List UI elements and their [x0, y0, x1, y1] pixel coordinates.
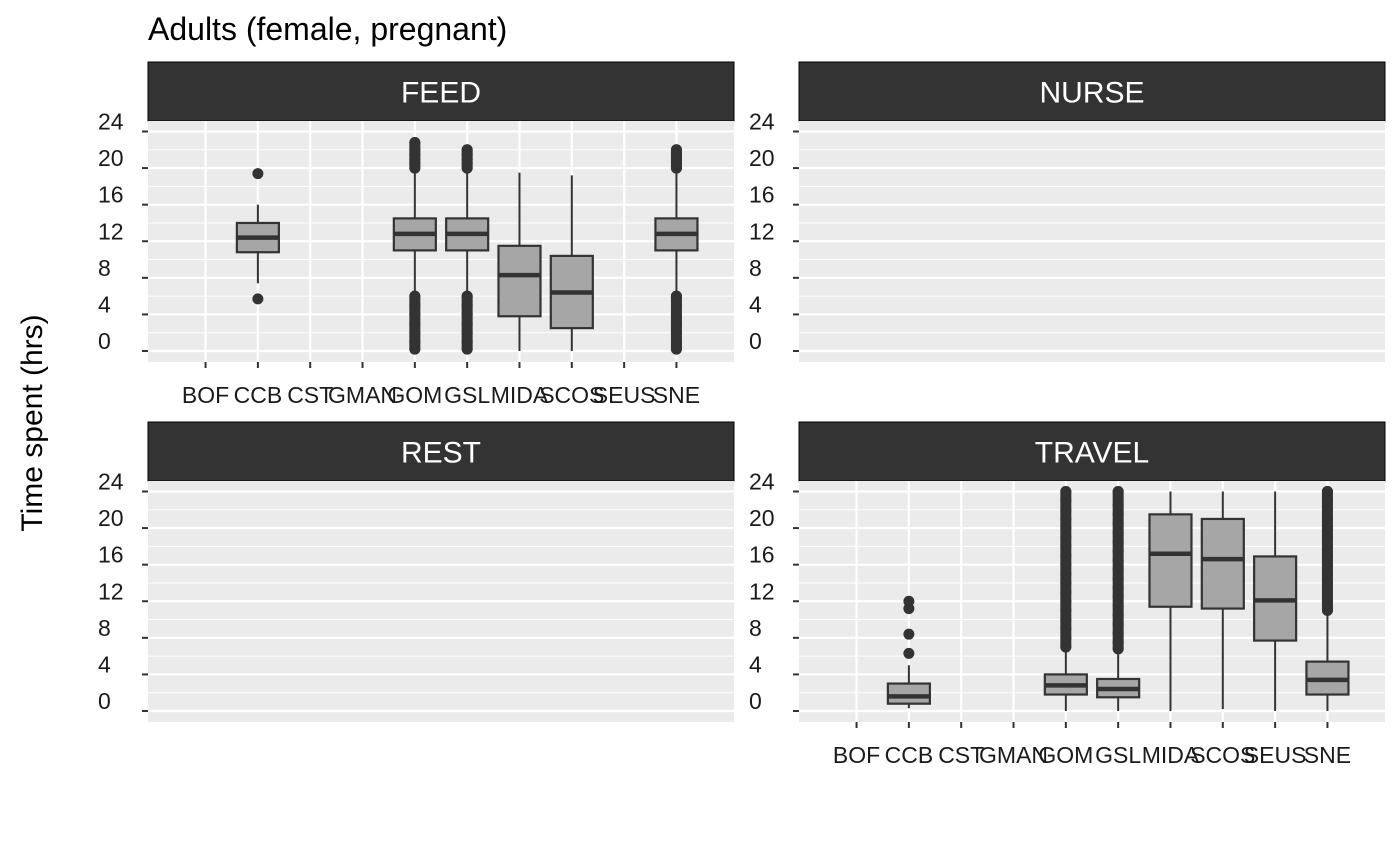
- x-tick-label-seus: SEUS: [593, 382, 656, 408]
- y-tick-label: 4: [749, 651, 762, 677]
- strip-rest: [147, 421, 735, 482]
- x-tick-label-gom: GOM: [1038, 742, 1093, 768]
- y-tick-label: 0: [98, 688, 111, 714]
- y-tick-label: 24: [749, 109, 775, 135]
- y-tick-label: 12: [98, 578, 124, 604]
- box-travel-ccb: [886, 595, 931, 709]
- y-tick-label: 12: [749, 218, 775, 244]
- x-tick-label-sne: SNE: [1304, 742, 1351, 768]
- y-tick-label: 24: [749, 469, 775, 495]
- x-tick-label-sne: SNE: [653, 382, 700, 408]
- strip-feed: [147, 61, 735, 122]
- y-tick-label: 20: [98, 505, 124, 531]
- y-tick-label: 16: [749, 182, 775, 208]
- y-tick-label: 20: [749, 505, 775, 531]
- box-feed-ccb: [235, 168, 280, 305]
- x-tick-label-ccb: CCB: [234, 382, 283, 408]
- outlier-point: [903, 595, 915, 607]
- strip-label-nurse: NURSE: [1039, 77, 1144, 110]
- y-tick-label: 24: [98, 109, 124, 135]
- box-feed-gom: [392, 136, 437, 355]
- box-iqr: [1148, 513, 1193, 608]
- strip-label-feed: FEED: [401, 77, 481, 110]
- y-tick-label: 8: [749, 255, 762, 281]
- x-tick-label-mida: MIDA: [491, 382, 549, 408]
- panel-nurse: NURSE 0 4 8 12 16 20 24: [749, 61, 1386, 362]
- box-travel-mida: [1148, 491, 1193, 711]
- strip-label-rest: REST: [401, 437, 481, 470]
- x-tick-label-gom: GOM: [387, 382, 442, 408]
- y-tick-label: 16: [98, 542, 124, 568]
- x-tick-label-ccb: CCB: [885, 742, 934, 768]
- x-tick-label-cst: CST: [938, 742, 984, 768]
- x-tick-label-scos: SCOS: [1190, 742, 1255, 768]
- y-tick-label: 8: [98, 615, 111, 641]
- y-tick-label: 0: [98, 328, 111, 354]
- outlier-point: [903, 647, 915, 659]
- y-tick-label: 4: [98, 651, 111, 677]
- y-tick-label: 0: [749, 328, 762, 354]
- box-travel-gsl: [1096, 486, 1141, 711]
- chart-title: Adults (female, pregnant): [148, 11, 507, 47]
- y-tick-label: 16: [98, 182, 124, 208]
- x-tick-label-bof: BOF: [833, 742, 880, 768]
- y-axis-label: Time spent (hrs): [16, 314, 49, 531]
- x-tick-label-bof: BOF: [182, 382, 229, 408]
- y-tick-label: 20: [98, 145, 124, 171]
- y-tick-label: 24: [98, 469, 124, 495]
- x-tick-label-cst: CST: [287, 382, 333, 408]
- box-travel-gom: [1043, 486, 1088, 711]
- y-tick-label: 4: [749, 291, 762, 317]
- y-tick-label: 8: [749, 615, 762, 641]
- outlier-point: [252, 293, 264, 305]
- strip-label-travel: TRAVEL: [1035, 437, 1149, 470]
- box-travel-sne: [1305, 486, 1350, 711]
- box-feed-gsl: [445, 144, 490, 355]
- y-tick-label: 12: [98, 218, 124, 244]
- x-tick-label-mida: MIDA: [1142, 742, 1200, 768]
- x-tick-label-scos: SCOS: [539, 382, 604, 408]
- box-feed-sne: [654, 144, 699, 355]
- box-feed-scos: [549, 175, 594, 351]
- panel-rest: REST 0 4 8 12 16 20 24: [98, 421, 735, 722]
- outlier-point: [252, 168, 264, 180]
- box-travel-seus: [1253, 491, 1298, 711]
- box-iqr: [497, 244, 542, 318]
- x-tick-label-seus: SEUS: [1244, 742, 1307, 768]
- y-tick-label: 20: [749, 145, 775, 171]
- strip-travel: [798, 421, 1386, 482]
- y-tick-label: 4: [98, 291, 111, 317]
- box-iqr: [886, 682, 931, 705]
- y-tick-label: 12: [749, 578, 775, 604]
- x-tick-label-gman: GMAN: [979, 742, 1048, 768]
- box-travel-scos: [1200, 491, 1245, 710]
- y-tick-label: 0: [749, 688, 762, 714]
- box-iqr: [1200, 517, 1245, 610]
- y-tick-label: 16: [749, 542, 775, 568]
- x-tick-label-gsl: GSL: [1095, 742, 1141, 768]
- y-tick-label: 8: [98, 255, 111, 281]
- outlier-point: [903, 628, 915, 640]
- x-tick-label-gman: GMAN: [328, 382, 397, 408]
- box-feed-mida: [497, 172, 542, 351]
- x-tick-label-gsl: GSL: [444, 382, 490, 408]
